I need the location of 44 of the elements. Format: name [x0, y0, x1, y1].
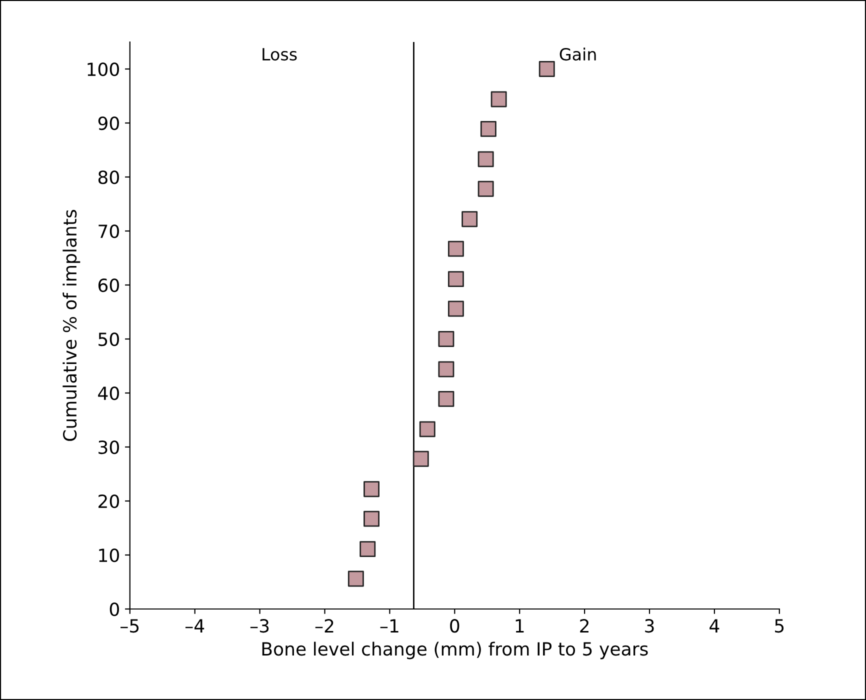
- point: [438, 361, 454, 378]
- x-tick-label: 4: [710, 619, 720, 632]
- y-tick-label: 0: [110, 602, 119, 616]
- point: [448, 240, 464, 257]
- point: [448, 271, 464, 288]
- x-tick-label: –3: [250, 619, 269, 633]
- x-tick-label: –1: [380, 619, 398, 632]
- point: [348, 570, 364, 587]
- y-tick-label: 10: [99, 548, 119, 562]
- x-tick-label: –5: [120, 619, 139, 633]
- x-axis-title: Bone level change (mm) from IP to 5 years: [262, 642, 648, 660]
- y-tick-label: 30: [98, 440, 119, 454]
- x-tick-label: –2: [315, 619, 334, 632]
- y-tick-label: 50: [98, 332, 119, 346]
- point: [478, 151, 494, 168]
- y-tick-label: 100: [88, 62, 119, 76]
- y-tick-label: 20: [98, 494, 119, 508]
- x-tick-label: 1: [516, 619, 524, 632]
- point: [462, 211, 478, 228]
- point: [364, 481, 380, 498]
- point: [490, 91, 507, 108]
- point: [419, 421, 436, 438]
- y-tick-label: 70: [98, 224, 119, 238]
- y-tick-label: 80: [98, 170, 119, 184]
- point: [478, 180, 494, 197]
- annotation: Gain: [560, 48, 596, 61]
- y-tick-label: 90: [98, 116, 119, 130]
- annotation: Loss: [262, 48, 297, 61]
- y-axis-title: Cumulative % of implants: [62, 210, 80, 441]
- y-tick-label: 60: [98, 278, 119, 292]
- point: [360, 541, 376, 558]
- point: [538, 61, 555, 77]
- point: [438, 331, 454, 347]
- point: [364, 510, 380, 527]
- x-tick-label: 2: [580, 619, 588, 632]
- point: [438, 390, 454, 407]
- point: [480, 120, 496, 137]
- x-tick-label: 5: [775, 619, 784, 633]
- x-tick-label: 3: [645, 619, 654, 633]
- y-tick-label: 40: [98, 386, 119, 400]
- point: [412, 450, 429, 467]
- point: [448, 300, 464, 317]
- x-tick-label: –4: [185, 619, 204, 632]
- x-tick-label: 0: [450, 619, 460, 633]
